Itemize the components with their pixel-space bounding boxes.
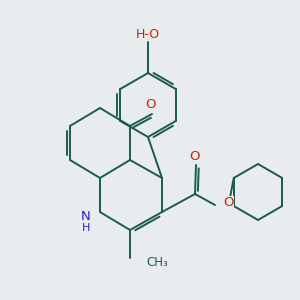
Text: O: O — [189, 149, 199, 163]
Text: H-O: H-O — [136, 28, 160, 40]
Text: H: H — [82, 223, 90, 233]
Text: N: N — [81, 209, 91, 223]
Text: O: O — [145, 98, 155, 112]
Text: O: O — [223, 196, 233, 209]
Text: CH₃: CH₃ — [146, 256, 168, 268]
